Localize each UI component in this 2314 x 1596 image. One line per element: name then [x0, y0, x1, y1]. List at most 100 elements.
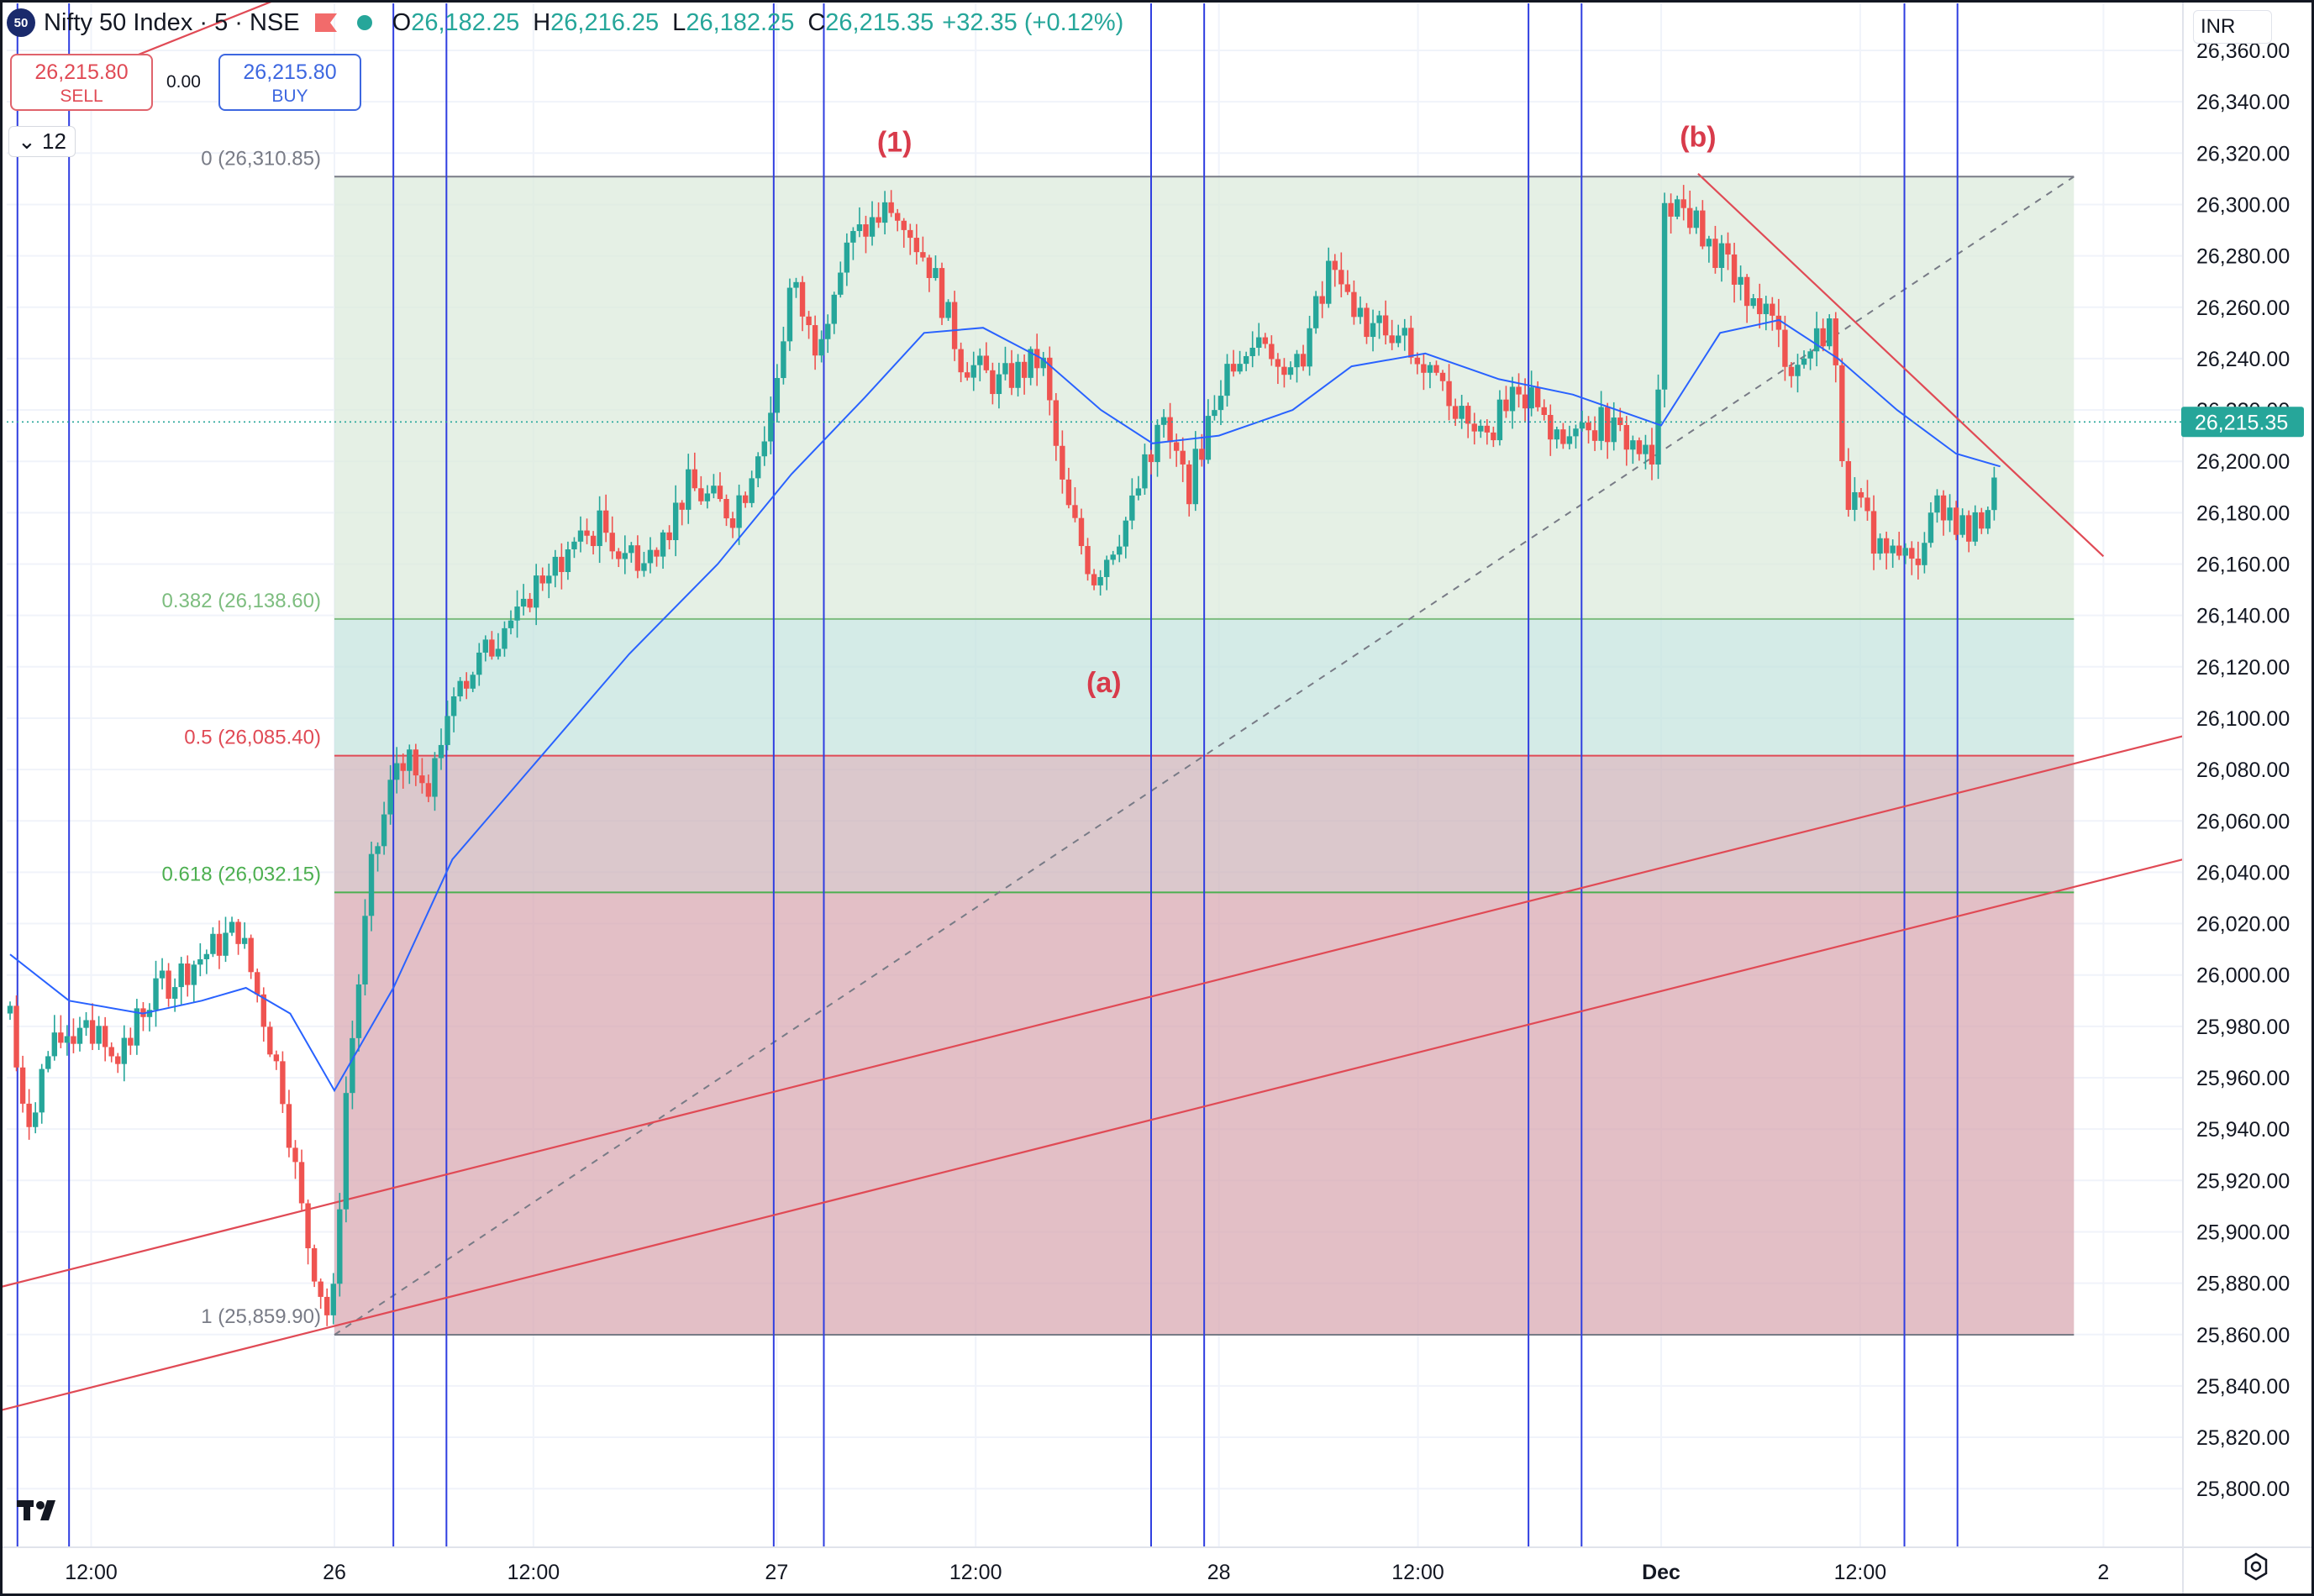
candle-body — [679, 502, 685, 510]
candle-body — [1351, 291, 1357, 318]
candle-body — [1300, 354, 1307, 367]
y-tick-label: 25,880.00 — [2196, 1273, 2290, 1296]
x-tick-label: 28 — [1207, 1561, 1231, 1584]
high-key: H — [533, 8, 551, 36]
candle-body — [831, 294, 837, 324]
chevron-down-icon: ⌄ — [18, 129, 36, 154]
interval-toggle[interactable]: ⌄ 12 — [8, 126, 76, 157]
candle-body — [1934, 495, 1940, 513]
candle-body — [89, 1020, 96, 1044]
candle-body — [806, 316, 812, 326]
candle-body — [1700, 210, 1706, 247]
candle-body — [343, 1093, 350, 1210]
candle-body — [1471, 423, 1477, 432]
candle-body — [32, 1112, 39, 1127]
y-tick-label: 25,920.00 — [2196, 1169, 2290, 1193]
buy-button[interactable]: 26,215.80 BUY — [218, 54, 361, 111]
candle-body — [476, 652, 482, 675]
candle-body — [1579, 423, 1586, 429]
candle-body — [1402, 328, 1407, 336]
candle-body — [387, 780, 393, 815]
candle-body — [1503, 399, 1509, 412]
candle-body — [514, 606, 520, 621]
candle-body — [1922, 543, 1927, 565]
candle-body — [818, 339, 824, 356]
candle-body — [577, 530, 584, 542]
candle-body — [1433, 365, 1439, 373]
wave-labels: (1) (a) (b) — [877, 121, 1717, 698]
candle-body — [1123, 520, 1129, 547]
candle-body — [146, 1010, 153, 1017]
candle-body — [1097, 576, 1103, 585]
candle-body — [1757, 297, 1763, 314]
candle-body — [394, 763, 400, 780]
candle-body — [1421, 364, 1427, 373]
candle-body — [786, 287, 793, 342]
candle-body — [128, 1037, 134, 1046]
candle-body — [1256, 337, 1262, 348]
candle-body — [324, 1296, 330, 1315]
trend-line-falling[interactable] — [1697, 172, 2105, 558]
candle-body — [58, 1032, 64, 1043]
y-tick-label: 25,940.00 — [2196, 1118, 2290, 1142]
candle-body — [1725, 243, 1731, 255]
candle-body — [1680, 199, 1686, 208]
candle-body — [977, 355, 983, 365]
trend-line-rising[interactable] — [0, 858, 2184, 1412]
candle-body — [799, 281, 806, 317]
candle-body — [1072, 505, 1078, 518]
tradingview-logo-icon[interactable] — [15, 1495, 69, 1525]
candle-body — [825, 323, 831, 339]
y-tick-label: 26,120.00 — [2196, 656, 2290, 680]
candle-body — [1312, 296, 1319, 328]
candle-body — [1972, 512, 1978, 542]
settings-gear-icon[interactable] — [2242, 1552, 2270, 1581]
symbol-title[interactable]: Nifty 50 Index · 5 · NSE — [44, 8, 300, 36]
candle-body — [96, 1026, 102, 1044]
candle-body — [692, 469, 697, 489]
candle-body — [13, 1005, 19, 1068]
candle-body — [901, 220, 907, 230]
candle-body — [1966, 515, 1972, 542]
candle-body — [1167, 417, 1173, 443]
candle-body — [990, 370, 996, 395]
candle-body — [450, 696, 457, 717]
candle-body — [1484, 425, 1491, 433]
candle-body — [470, 675, 476, 689]
candle-body — [1091, 574, 1097, 585]
candle-body — [1763, 303, 1769, 314]
candle-body — [1319, 296, 1325, 304]
candle-body — [812, 325, 818, 356]
candle-body — [1953, 507, 1959, 535]
candle-body — [1541, 407, 1547, 415]
candle-body — [958, 349, 964, 373]
candle-body — [1591, 430, 1598, 441]
sell-button[interactable]: 26,215.80 SELL — [10, 54, 153, 111]
candle-body — [115, 1056, 121, 1064]
wave-label: (b) — [1680, 121, 1716, 153]
candle-body — [881, 202, 888, 223]
candle-body — [1186, 464, 1192, 505]
candle-body — [1224, 364, 1230, 396]
candle-body — [1065, 479, 1072, 506]
trend-line-rising[interactable] — [0, 735, 2184, 1289]
sell-price: 26,215.80 — [34, 60, 129, 84]
candle-body — [1991, 477, 1997, 511]
y-tick-label: 26,160.00 — [2196, 554, 2290, 577]
candle-body — [1262, 337, 1268, 344]
candle-body — [1979, 512, 1985, 529]
candle-body — [375, 846, 381, 854]
vertical-lines[interactable] — [16, 3, 1959, 1547]
candle-body — [197, 958, 203, 965]
y-tick-label: 26,280.00 — [2196, 245, 2290, 269]
currency-button[interactable]: INR — [2193, 10, 2272, 44]
flag-icon[interactable] — [314, 13, 337, 32]
candle-body — [1896, 545, 1902, 556]
candle-body — [286, 1104, 292, 1148]
candle-body — [590, 535, 597, 547]
candle-body — [876, 217, 881, 223]
candle-body — [660, 532, 666, 557]
candle-body — [355, 984, 362, 1038]
symbol-logo[interactable]: 50 — [7, 8, 35, 37]
